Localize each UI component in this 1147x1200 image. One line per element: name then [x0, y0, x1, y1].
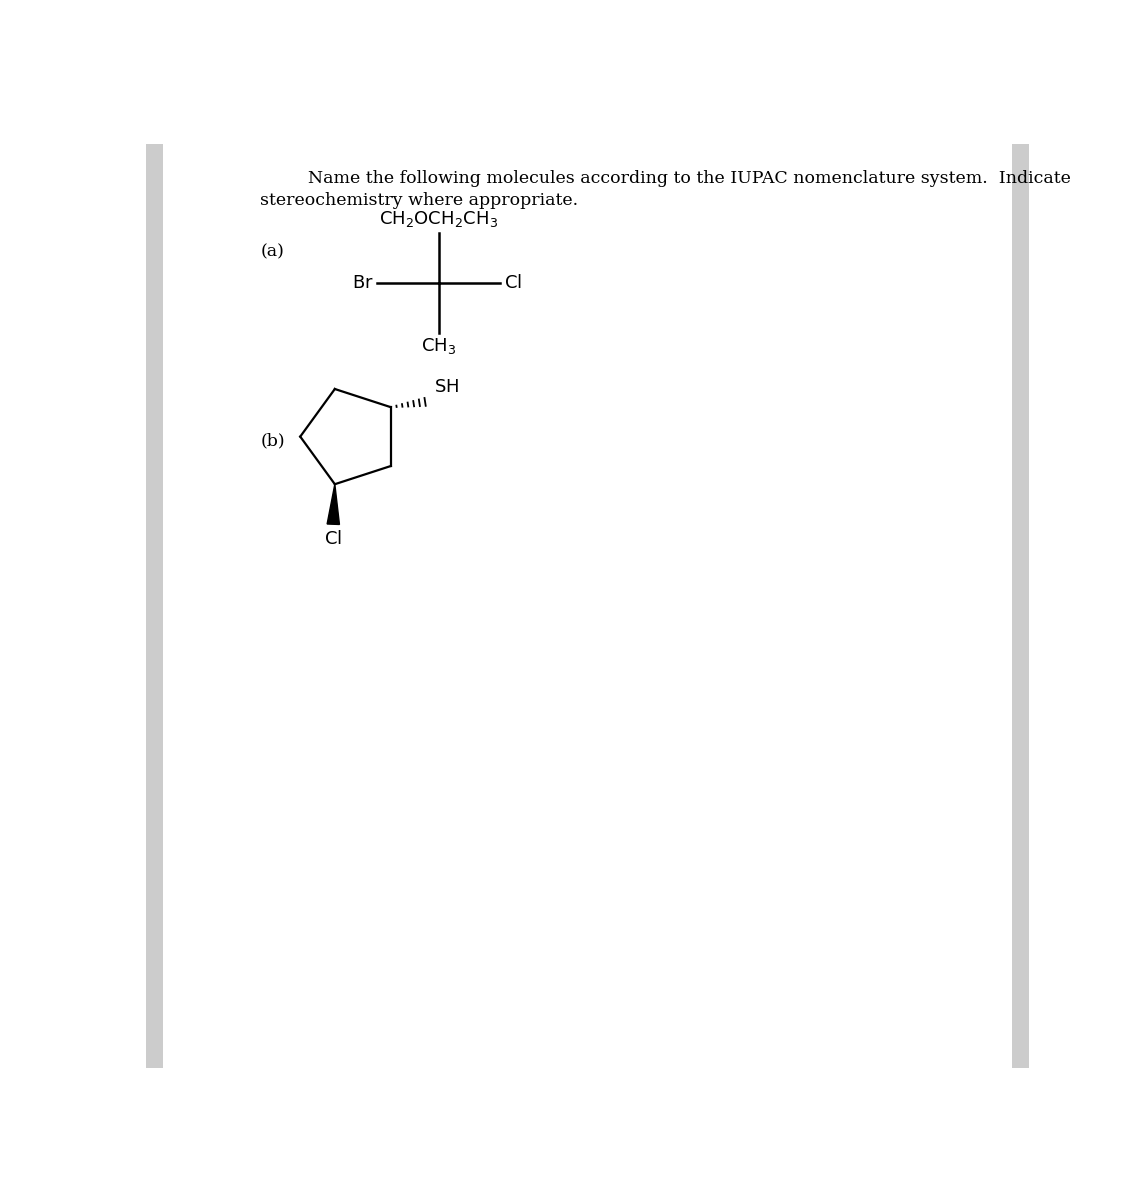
Text: (a): (a): [260, 244, 284, 260]
Polygon shape: [327, 485, 340, 524]
Text: $\mathrm{CH_2OCH_2CH_3}$: $\mathrm{CH_2OCH_2CH_3}$: [380, 209, 498, 229]
Text: $\mathrm{Br}$: $\mathrm{Br}$: [352, 274, 374, 292]
Text: stereochemistry where appropriate.: stereochemistry where appropriate.: [260, 192, 578, 209]
Text: (b): (b): [260, 432, 284, 449]
Text: Name the following molecules according to the IUPAC nomenclature system.  Indica: Name the following molecules according t…: [307, 170, 1071, 187]
Text: $\mathrm{CH_3}$: $\mathrm{CH_3}$: [421, 336, 457, 356]
Text: $\mathrm{Cl}$: $\mathrm{Cl}$: [505, 274, 522, 292]
Bar: [1013, 144, 1030, 1068]
Text: $\mathrm{Cl}$: $\mathrm{Cl}$: [325, 530, 342, 548]
Text: $\mathrm{SH}$: $\mathrm{SH}$: [434, 378, 459, 396]
Bar: [147, 144, 163, 1068]
